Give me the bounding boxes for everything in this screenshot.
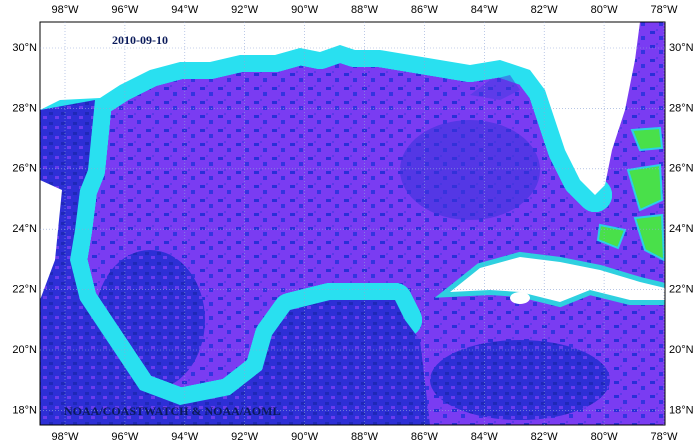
credit-label: NOAA/COASTWATCH & NOAA/AOML [64,404,280,418]
longitude-label-bottom: 78°W [650,431,678,443]
longitude-label-top: 80°W [591,4,619,16]
map-frame [39,21,666,426]
longitude-label-bottom: 98°W [51,431,79,443]
longitude-label-bottom: 96°W [111,431,139,443]
latitude-label-left: 26°N [12,163,37,175]
longitude-label-top: 82°W [531,4,559,16]
latitude-label-left: 20°N [12,344,37,356]
latitude-label-right: 28°N [669,102,694,114]
longitude-label-bottom: 88°W [351,431,379,443]
latitude-label-left: 18°N [12,404,37,416]
latitude-label-left: 30°N [12,42,37,54]
longitude-label-top: 94°W [171,4,199,16]
latitude-label-right: 24°N [669,223,694,235]
map-image [40,22,665,425]
latitude-label-right: 22°N [669,284,694,296]
longitude-label-top: 98°W [51,4,79,16]
latitude-label-left: 24°N [12,223,37,235]
longitude-label-bottom: 86°W [411,431,439,443]
longitude-label-top: 96°W [111,4,139,16]
longitude-label-top: 86°W [411,4,439,16]
longitude-label-top: 88°W [351,4,379,16]
graticule [40,22,665,425]
longitude-label-bottom: 82°W [531,431,559,443]
latitude-label-right: 20°N [669,344,694,356]
longitude-label-top: 84°W [471,4,499,16]
longitude-label-top: 92°W [231,4,259,16]
longitude-label-top: 90°W [291,4,319,16]
tick-labels: 98°W 98°W 96°W 96°W 94°W 94°W 92°W 92°W 90°W 90°W… [12,4,693,443]
longitude-label-bottom: 92°W [231,431,259,443]
latitude-label-left: 28°N [12,102,37,114]
longitude-label-bottom: 94°W [171,431,199,443]
latitude-label-left: 22°N [12,284,37,296]
longitude-label-bottom: 80°W [591,431,619,443]
longitude-label-top: 78°W [650,4,678,16]
latitude-label-right: 30°N [669,42,694,54]
latitude-label-right: 26°N [669,163,694,175]
longitude-label-bottom: 84°W [471,431,499,443]
latitude-label-right: 18°N [669,404,694,416]
longitude-label-bottom: 90°W [291,431,319,443]
date-label: 2010-09-10 [112,33,168,47]
